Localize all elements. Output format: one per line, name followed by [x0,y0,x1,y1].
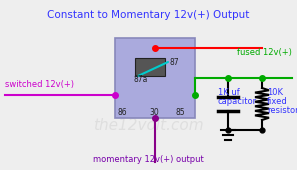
Text: capacitor: capacitor [218,97,257,106]
Text: switched 12v(+): switched 12v(+) [5,80,74,89]
Text: 30: 30 [149,108,159,117]
Bar [115,38,195,118]
Text: 1K uf: 1K uf [218,88,240,97]
Text: 86: 86 [117,108,127,117]
Text: 10K: 10K [267,88,283,97]
Text: momentary 12v(+) output: momentary 12v(+) output [93,155,203,164]
Text: resistor: resistor [267,106,297,115]
Text: 87a: 87a [133,75,147,84]
Text: fixed: fixed [267,97,288,106]
Text: 85: 85 [176,108,186,117]
Text: the12volt.com: the12volt.com [93,117,203,132]
Text: 87: 87 [170,58,180,67]
Text: fused 12v(+): fused 12v(+) [237,48,292,57]
Text: Constant to Momentary 12v(+) Output: Constant to Momentary 12v(+) Output [47,10,250,20]
Bar [135,58,165,76]
